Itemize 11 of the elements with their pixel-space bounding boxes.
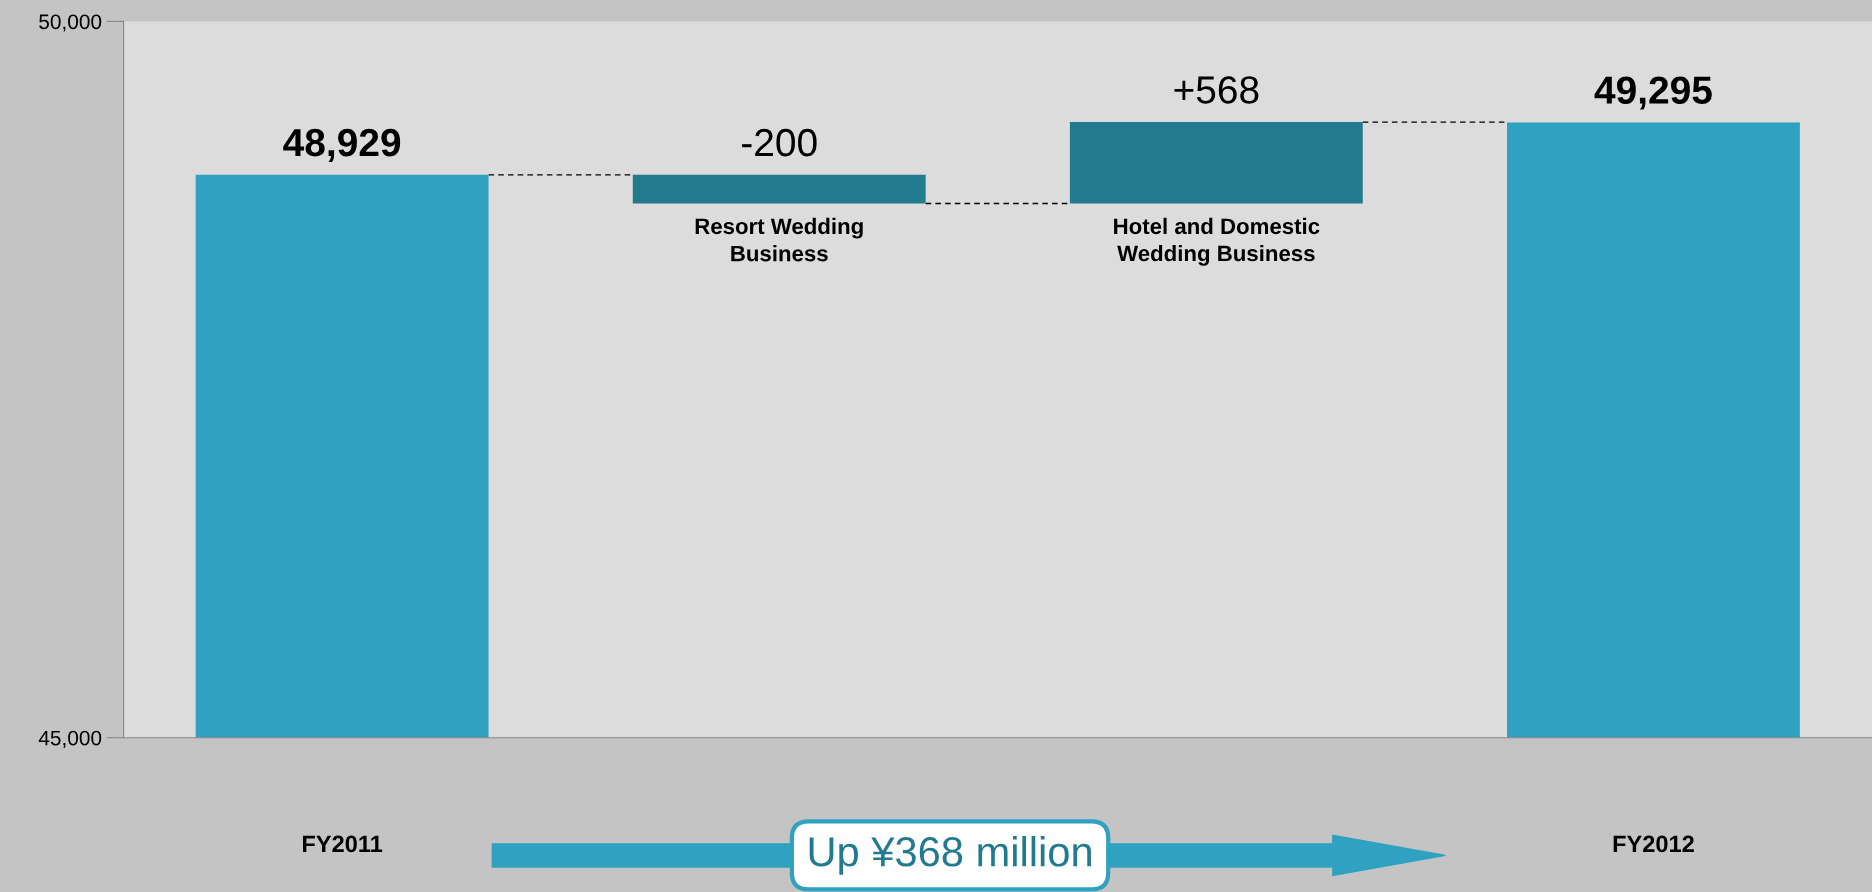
x-tick-label: FY2012: [1613, 835, 1694, 853]
data-label: 49,295: [1594, 76, 1712, 110]
data-label: 48,929: [283, 128, 401, 163]
data-label: +568: [1174, 76, 1259, 104]
x-tick-label: Resort Wedding Business: [695, 217, 863, 262]
x-tick-label: FY2011: [302, 835, 383, 853]
y-tick-label: 45,000: [38, 730, 102, 748]
text: Up ¥368 million: [809, 836, 1091, 875]
x-tick-label: Hotel and Domestic Wedding Business: [1114, 217, 1320, 266]
data-label: -200: [742, 128, 817, 157]
y-tick-label: 50,000: [39, 14, 102, 32]
